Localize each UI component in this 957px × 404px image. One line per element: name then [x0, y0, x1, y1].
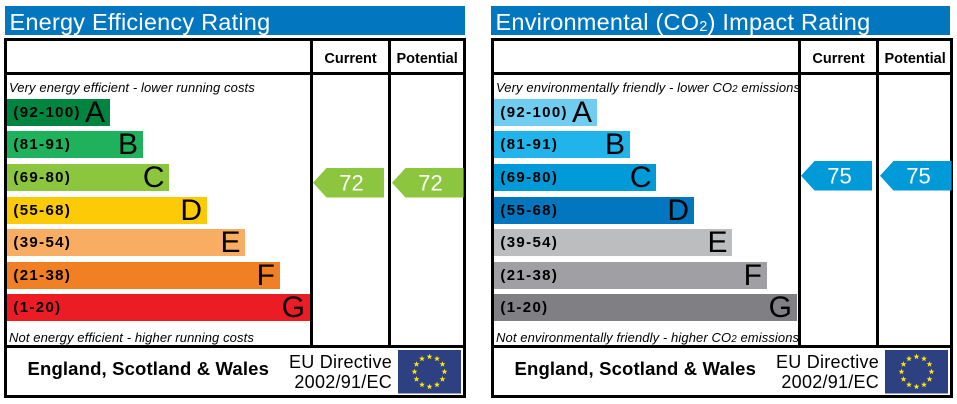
svg-text:75: 75 — [828, 164, 852, 189]
svg-text:75: 75 — [906, 164, 930, 189]
svg-text:72: 72 — [340, 171, 364, 196]
svg-text:72: 72 — [418, 171, 442, 196]
